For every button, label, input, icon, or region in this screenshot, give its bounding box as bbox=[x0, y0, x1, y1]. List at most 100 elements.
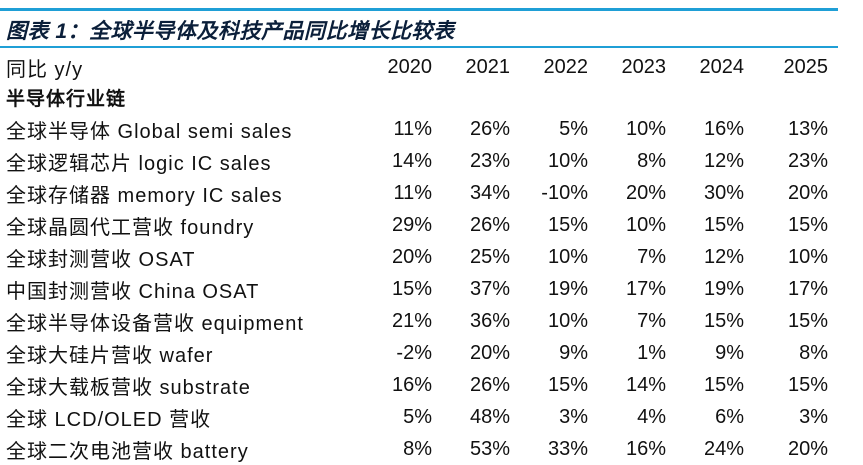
row-value: 15% bbox=[703, 373, 744, 396]
row-value: 10% bbox=[547, 309, 588, 332]
row-label: 全球 LCD/OLED 营收 bbox=[6, 408, 212, 431]
table-body: 全球半导体 Global semi sales 11% 26% 5% 10% 16% 13%… bbox=[0, 113, 840, 465]
row-value: 8% bbox=[799, 341, 828, 364]
section-label: 半导体行业链 bbox=[6, 89, 127, 110]
row-value: 37% bbox=[469, 277, 510, 300]
table-row: 全球二次电池营收 battery 8% 53% 33% 16% 24% 20% bbox=[0, 433, 840, 465]
row-value: 13% bbox=[787, 117, 828, 140]
row-value: 15% bbox=[787, 309, 828, 332]
row-value: 8% bbox=[403, 437, 432, 460]
row-value: 19% bbox=[703, 277, 744, 300]
row-value: 7% bbox=[637, 309, 666, 332]
row-value: 5% bbox=[403, 405, 432, 428]
header-year: 2023 bbox=[621, 55, 667, 78]
table-row: 全球晶圆代工营收 foundry 29% 26% 15% 10% 15% 15% bbox=[0, 209, 840, 241]
row-value: 25% bbox=[469, 245, 510, 268]
row-label: 中国封测营收 China OSAT bbox=[6, 280, 260, 303]
row-value: 10% bbox=[625, 213, 666, 236]
row-label: 全球大载板营收 substrate bbox=[6, 376, 251, 399]
row-value: 11% bbox=[393, 181, 432, 204]
row-value: 9% bbox=[559, 341, 588, 364]
row-value: 33% bbox=[547, 437, 588, 460]
row-value: 20% bbox=[625, 181, 666, 204]
row-value: 3% bbox=[559, 405, 588, 428]
row-value: 14% bbox=[391, 149, 432, 172]
row-value: 16% bbox=[625, 437, 666, 460]
row-value: 24% bbox=[703, 437, 744, 460]
figure-title: 图表 1：全球半导体及科技产品同比增长比较表 bbox=[6, 20, 455, 43]
row-value: -2% bbox=[396, 341, 432, 364]
row-value: 17% bbox=[625, 277, 666, 300]
row-value: 3% bbox=[799, 405, 828, 428]
table-row: 全球 LCD/OLED 营收 5% 48% 3% 4% 6% 3% bbox=[0, 401, 840, 433]
table-row: 全球封测营收 OSAT 20% 25% 10% 7% 12% 10% bbox=[0, 241, 840, 273]
row-value: 15% bbox=[391, 277, 432, 300]
header-year: 2024 bbox=[699, 55, 745, 78]
row-value: 16% bbox=[703, 117, 744, 140]
row-value: 23% bbox=[787, 149, 828, 172]
table-row: 全球半导体设备营收 equipment 21% 36% 10% 7% 15% 15% bbox=[0, 305, 840, 337]
row-value: 20% bbox=[469, 341, 510, 364]
row-value: 29% bbox=[391, 213, 432, 236]
row-value: 26% bbox=[469, 213, 510, 236]
header-label: 同比 y/y bbox=[6, 58, 84, 81]
title-rule bbox=[0, 46, 838, 48]
row-label: 全球半导体 Global semi sales bbox=[6, 120, 293, 143]
header-year: 2025 bbox=[783, 55, 829, 78]
row-value: 10% bbox=[547, 149, 588, 172]
row-value: 15% bbox=[787, 213, 828, 236]
row-value: 1% bbox=[637, 341, 666, 364]
row-value: 15% bbox=[703, 213, 744, 236]
table-row: 中国封测营收 China OSAT 15% 37% 19% 17% 19% 17% bbox=[0, 273, 840, 305]
row-label: 全球封测营收 OSAT bbox=[6, 248, 196, 271]
row-label: 全球二次电池营收 battery bbox=[6, 440, 249, 463]
row-value: 21% bbox=[391, 309, 432, 332]
row-value: 10% bbox=[547, 245, 588, 268]
row-value: 16% bbox=[391, 373, 432, 396]
row-value: 34% bbox=[469, 181, 510, 204]
row-value: 8% bbox=[637, 149, 666, 172]
table-row: 全球逻辑芯片 logic IC sales 14% 23% 10% 8% 12% 23% bbox=[0, 145, 840, 177]
header-year: 2021 bbox=[465, 55, 511, 78]
row-value: 53% bbox=[469, 437, 510, 460]
row-value: 4% bbox=[637, 405, 666, 428]
row-value: 30% bbox=[703, 181, 744, 204]
row-value: 9% bbox=[715, 341, 744, 364]
row-value: 48% bbox=[469, 405, 510, 428]
row-value: 10% bbox=[625, 117, 666, 140]
row-value: 15% bbox=[703, 309, 744, 332]
top-rule bbox=[0, 8, 838, 11]
row-value: 6% bbox=[715, 405, 744, 428]
header-year: 2020 bbox=[387, 55, 433, 78]
row-value: 20% bbox=[787, 437, 828, 460]
row-value: 11% bbox=[393, 117, 432, 140]
growth-table: 同比 y/y 2020 2021 2022 2023 2024 2025 半导体… bbox=[0, 52, 840, 465]
table-row: 全球大载板营收 substrate 16% 26% 15% 14% 15% 15% bbox=[0, 369, 840, 401]
row-value: -10% bbox=[541, 181, 588, 204]
row-value: 5% bbox=[559, 117, 588, 140]
row-value: 12% bbox=[703, 245, 744, 268]
row-label: 全球晶圆代工营收 foundry bbox=[6, 216, 255, 239]
row-value: 12% bbox=[703, 149, 744, 172]
row-value: 10% bbox=[787, 245, 828, 268]
row-label: 全球半导体设备营收 equipment bbox=[6, 312, 304, 335]
row-label: 全球大硅片营收 wafer bbox=[6, 344, 214, 367]
table-row: 全球半导体 Global semi sales 11% 26% 5% 10% 16% 13% bbox=[0, 113, 840, 145]
section-row: 半导体行业链 bbox=[0, 82, 840, 113]
row-value: 20% bbox=[391, 245, 432, 268]
row-value: 20% bbox=[787, 181, 828, 204]
row-value: 19% bbox=[547, 277, 588, 300]
row-value: 17% bbox=[787, 277, 828, 300]
row-value: 36% bbox=[469, 309, 510, 332]
row-value: 26% bbox=[469, 117, 510, 140]
row-value: 7% bbox=[637, 245, 666, 268]
row-label: 全球存储器 memory IC sales bbox=[6, 184, 283, 207]
row-value: 23% bbox=[469, 149, 510, 172]
table-row: 全球存储器 memory IC sales 11% 34% -10% 20% 30% 20% bbox=[0, 177, 840, 209]
row-value: 15% bbox=[787, 373, 828, 396]
table-header-row: 同比 y/y 2020 2021 2022 2023 2024 2025 bbox=[0, 52, 840, 82]
row-value: 15% bbox=[547, 373, 588, 396]
row-value: 15% bbox=[547, 213, 588, 236]
table-row: 全球大硅片营收 wafer -2% 20% 9% 1% 9% 8% bbox=[0, 337, 840, 369]
